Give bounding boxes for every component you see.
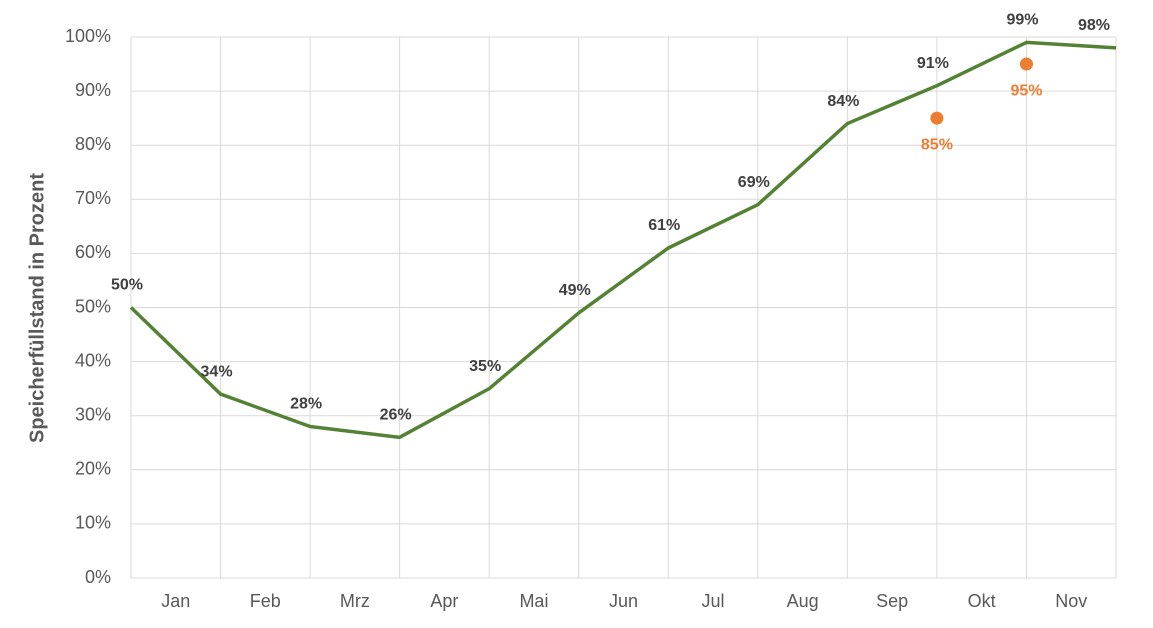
data-label: 69% bbox=[738, 174, 770, 191]
data-label: 95% bbox=[1010, 82, 1042, 99]
x-tick-label: Nov bbox=[1055, 591, 1087, 611]
data-label: 99% bbox=[1006, 12, 1038, 29]
x-tick-label: Mai bbox=[519, 591, 548, 611]
y-tick-label: 20% bbox=[75, 459, 111, 479]
y-tick-label: 30% bbox=[75, 404, 111, 424]
y-tick-label: 80% bbox=[75, 134, 111, 154]
y-tick-label: 90% bbox=[75, 80, 111, 100]
data-label: 34% bbox=[201, 363, 233, 380]
data-label: 50% bbox=[111, 277, 143, 294]
y-tick-label: 40% bbox=[75, 350, 111, 370]
data-label: 26% bbox=[380, 407, 412, 424]
x-tick-label: Feb bbox=[250, 591, 281, 611]
y-tick-label: 10% bbox=[75, 513, 111, 533]
data-label: 98% bbox=[1078, 17, 1110, 34]
y-tick-label: 70% bbox=[75, 188, 111, 208]
data-label: 84% bbox=[827, 93, 859, 110]
y-tick-label: 0% bbox=[85, 567, 111, 587]
scatter-point bbox=[930, 111, 944, 125]
x-tick-label: Jan bbox=[161, 591, 190, 611]
data-label: 28% bbox=[290, 396, 322, 413]
line bbox=[129, 40, 1117, 440]
x-tick-label: Apr bbox=[430, 591, 458, 611]
x-tick-label: Mrz bbox=[340, 591, 370, 611]
data-label: 61% bbox=[648, 217, 680, 234]
y-axis-label: Speicherfüllstand in Prozent bbox=[26, 173, 48, 443]
x-tick-label: Aug bbox=[787, 591, 819, 611]
scatter-point bbox=[1019, 57, 1033, 71]
y-tick-label: 100% bbox=[65, 26, 111, 46]
y-tick-label: 50% bbox=[75, 296, 111, 316]
x-tick-label: Okt bbox=[968, 591, 996, 611]
data-label: 91% bbox=[917, 55, 949, 72]
x-tick-label: Jul bbox=[702, 591, 725, 611]
data-label: 85% bbox=[921, 136, 953, 153]
data-label: 35% bbox=[469, 358, 501, 375]
x-tick-label: Sep bbox=[876, 591, 908, 611]
y-tick-label: 60% bbox=[75, 242, 111, 262]
data-label: 49% bbox=[559, 282, 591, 299]
x-tick-label: Jun bbox=[609, 591, 638, 611]
